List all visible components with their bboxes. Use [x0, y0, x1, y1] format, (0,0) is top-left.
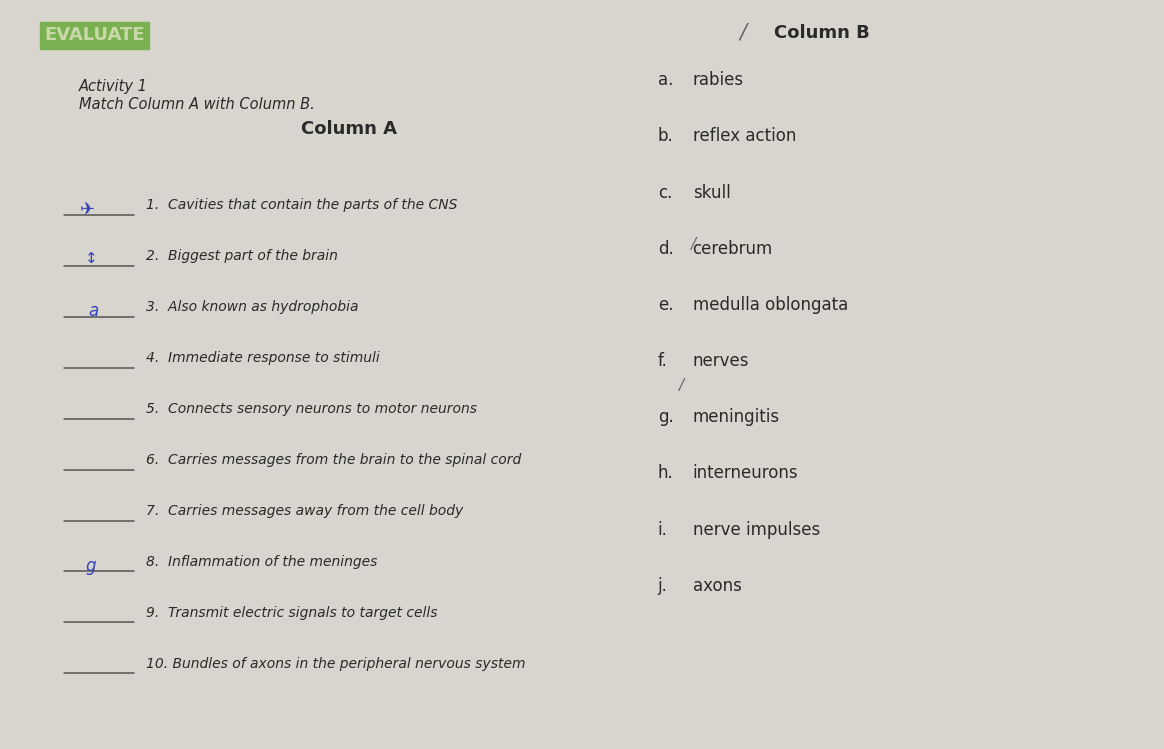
Text: j.: j.: [658, 577, 667, 595]
Text: /: /: [739, 22, 746, 43]
Text: i.: i.: [658, 521, 667, 539]
Text: EVALUATE: EVALUATE: [44, 26, 144, 44]
Text: d.: d.: [658, 240, 674, 258]
Text: axons: axons: [693, 577, 741, 595]
Text: 7.  Carries messages away from the cell body: 7. Carries messages away from the cell b…: [146, 504, 463, 518]
Text: g.: g.: [658, 408, 674, 426]
Text: /: /: [679, 378, 683, 393]
Text: medulla oblongata: medulla oblongata: [693, 296, 847, 314]
Text: c.: c.: [658, 184, 672, 201]
Text: Column B: Column B: [774, 24, 870, 42]
Text: rabies: rabies: [693, 71, 744, 89]
Text: 10. Bundles of axons in the peripheral nervous system: 10. Bundles of axons in the peripheral n…: [146, 657, 525, 671]
Text: interneurons: interneurons: [693, 464, 799, 482]
Text: meningitis: meningitis: [693, 408, 780, 426]
Text: Activity 1: Activity 1: [79, 79, 148, 94]
Text: 4.  Immediate response to stimuli: 4. Immediate response to stimuli: [146, 351, 379, 366]
Text: g: g: [85, 557, 97, 574]
Text: Column A: Column A: [301, 120, 397, 138]
Text: skull: skull: [693, 184, 730, 201]
Text: 1.  Cavities that contain the parts of the CNS: 1. Cavities that contain the parts of th…: [146, 198, 457, 213]
Text: e.: e.: [658, 296, 673, 314]
Text: nerve impulses: nerve impulses: [693, 521, 819, 539]
Text: nerves: nerves: [693, 352, 750, 370]
Text: 5.  Connects sensory neurons to motor neurons: 5. Connects sensory neurons to motor neu…: [146, 402, 476, 416]
Text: Match Column A with Column B.: Match Column A with Column B.: [79, 97, 315, 112]
Text: a.: a.: [658, 71, 673, 89]
Text: ✈: ✈: [80, 201, 94, 219]
Text: 6.  Carries messages from the brain to the spinal cord: 6. Carries messages from the brain to th…: [146, 453, 520, 467]
Text: 9.  Transmit electric signals to target cells: 9. Transmit electric signals to target c…: [146, 606, 436, 620]
Text: 2.  Biggest part of the brain: 2. Biggest part of the brain: [146, 249, 338, 264]
Text: f.: f.: [658, 352, 667, 370]
Text: 3.  Also known as hydrophobia: 3. Also known as hydrophobia: [146, 300, 359, 315]
Text: reflex action: reflex action: [693, 127, 796, 145]
Text: a: a: [88, 302, 98, 320]
Text: h.: h.: [658, 464, 674, 482]
Text: /: /: [690, 237, 695, 252]
Text: 8.  Inflammation of the meninges: 8. Inflammation of the meninges: [146, 555, 377, 569]
Text: cerebrum: cerebrum: [693, 240, 773, 258]
Text: b.: b.: [658, 127, 674, 145]
Text: ↕: ↕: [85, 251, 97, 266]
